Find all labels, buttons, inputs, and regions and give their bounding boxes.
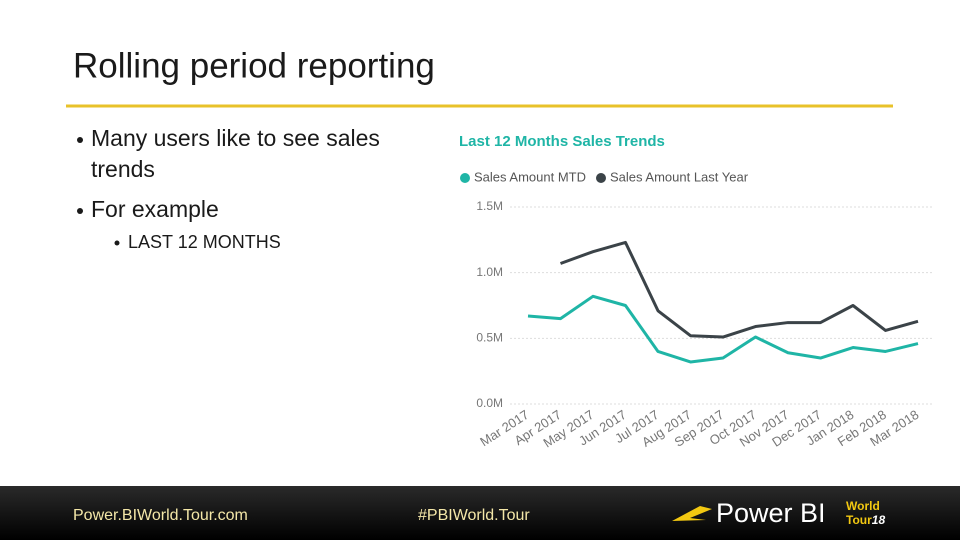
legend-label: Sales Amount MTD [474, 169, 586, 184]
logo-year: 18 [872, 513, 886, 527]
logo-icon [672, 506, 712, 521]
bullet [77, 137, 83, 143]
footer-bar [0, 486, 960, 540]
logo-world: World [846, 499, 880, 513]
bullet-text: For example [91, 196, 219, 222]
series-line [527, 294, 919, 364]
sub-bullet-text: LAST 12 MONTHS [128, 232, 281, 252]
legend-marker [460, 173, 470, 183]
footer-site: Power.BIWorld.Tour.com [73, 507, 248, 524]
legend-marker [596, 173, 606, 183]
y-tick-label: 1.5M [476, 199, 503, 213]
y-tick-label: 0.5M [476, 331, 503, 345]
chart-title: Last 12 Months Sales Trends [459, 133, 665, 150]
series-line [559, 240, 919, 339]
logo-tour: Tour18 [846, 513, 885, 527]
legend-label: Sales Amount Last Year [610, 169, 749, 184]
y-tick-label: 1.0M [476, 265, 503, 279]
bullet [77, 208, 83, 214]
bullet-text: Many users like to see sales trends [91, 125, 380, 182]
slide-title: Rolling period reporting [73, 46, 435, 85]
footer-hashtag: #PBIWorld.Tour [418, 507, 530, 524]
y-tick-label: 0.0M [476, 396, 503, 410]
chart: 0.0M 0.5M 1.0M 1.5M Sales Amount MTD Sales Am… [460, 169, 932, 450]
bullet [114, 240, 120, 246]
logo-tour-word: Tour [846, 513, 872, 527]
logo-name: Power BI [716, 498, 826, 528]
